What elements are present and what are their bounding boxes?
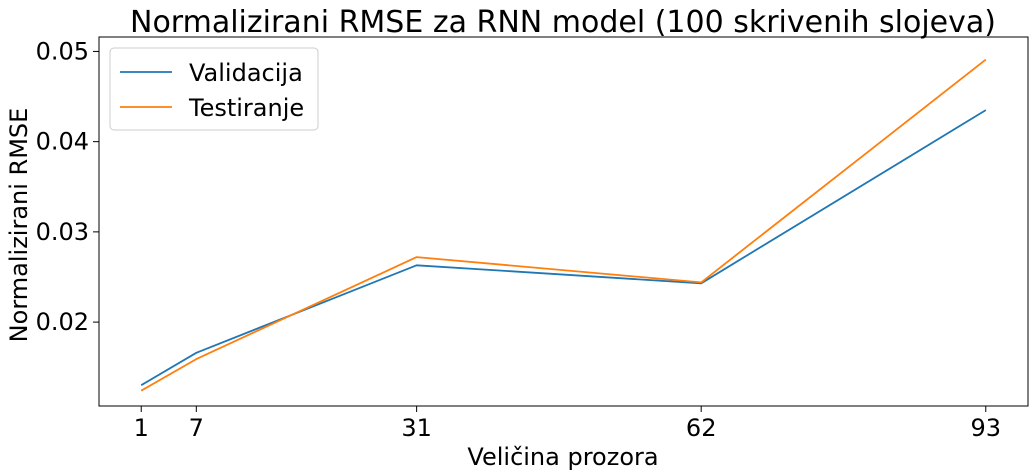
y-tick-label: 0.02: [36, 308, 89, 336]
x-tick-label: 62: [686, 414, 717, 442]
y-axis-label: Normalizirani RMSE: [5, 108, 33, 343]
x-axis-label: Veličina prozora: [467, 443, 658, 471]
chart-title: Normalizirani RMSE za RNN model (100 skr…: [130, 5, 996, 40]
y-tick-label: 0.03: [36, 218, 89, 246]
legend-label-2: Testiranje: [188, 94, 304, 122]
legend-box: [109, 47, 319, 131]
series-line-2: [140, 58, 987, 392]
x-tick-label: 7: [189, 414, 204, 442]
x-tick-label: 31: [401, 414, 432, 442]
series-line-1: [140, 109, 987, 386]
axes-frame: [98, 36, 1029, 407]
plot-area: [140, 58, 987, 392]
legend: Validacija Testiranje: [109, 47, 319, 131]
x-tick-label: 93: [970, 414, 1001, 442]
legend-label-1: Validacija: [189, 59, 303, 87]
axes: 1 7 31 62 93 0.02 0.03 0.04 0.05: [36, 36, 1029, 442]
x-tick-label: 1: [134, 414, 149, 442]
y-tick-label: 0.04: [36, 128, 89, 156]
y-tick-label: 0.05: [36, 37, 89, 65]
